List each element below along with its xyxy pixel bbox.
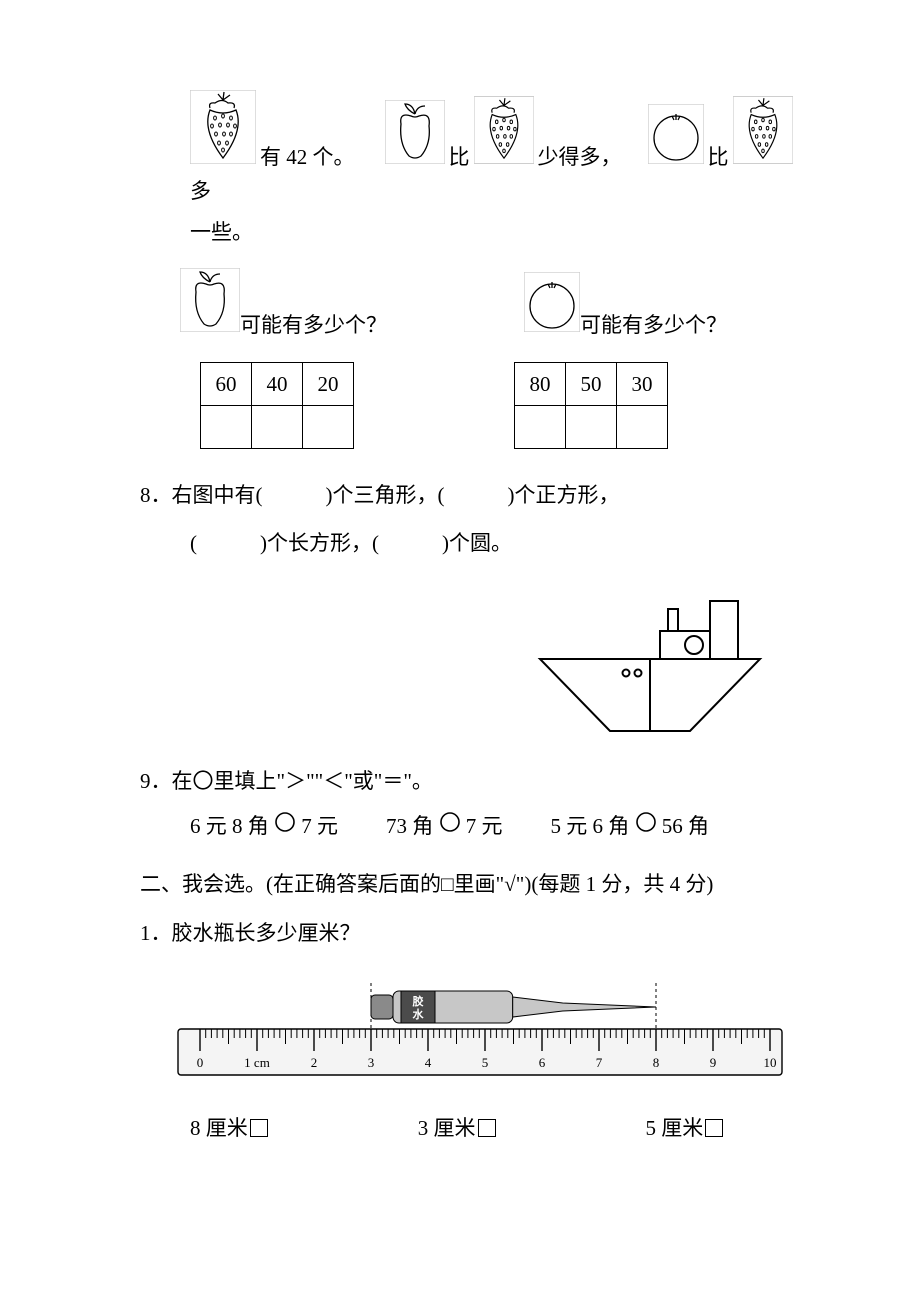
q7-line2: 一些。 bbox=[140, 216, 800, 250]
q9-title-row: 9．在〇里填上"＞""＜"或"＝"。 bbox=[140, 765, 800, 799]
table-cell: 50 bbox=[566, 363, 617, 406]
svg-text:水: 水 bbox=[413, 1007, 425, 1021]
svg-text:3: 3 bbox=[368, 1055, 375, 1070]
compare-blank[interactable] bbox=[439, 810, 461, 844]
choice-3: 5 厘米 bbox=[646, 1112, 724, 1146]
svg-text:10: 10 bbox=[764, 1055, 777, 1070]
svg-text:7: 7 bbox=[596, 1055, 603, 1070]
q7-tables: 60 40 20 80 50 30 bbox=[140, 356, 800, 449]
ruler-figure: 胶水 0 1 cm 2 3 4 5 6 7 8 9 10 bbox=[140, 969, 800, 1100]
svg-text:5: 5 bbox=[482, 1055, 489, 1070]
q9-item-3: 5 元 6 角 56 角 bbox=[551, 810, 710, 844]
choice-1-label: 8 厘米 bbox=[190, 1116, 248, 1140]
svg-text:8: 8 bbox=[653, 1055, 660, 1070]
apple-icon bbox=[180, 268, 240, 343]
q1-choices: 8 厘米 3 厘米 5 厘米 bbox=[140, 1112, 800, 1146]
answer-box[interactable] bbox=[566, 406, 617, 449]
choice-2: 3 厘米 bbox=[418, 1112, 496, 1146]
section-2-q1: 1．胶水瓶长多少厘米？ bbox=[140, 917, 800, 951]
q7-orange-question: 可能有多少个？ bbox=[580, 309, 727, 343]
q8-line1: 8．右图中有( )个三角形，( )个正方形， bbox=[140, 479, 800, 513]
svg-text:6: 6 bbox=[539, 1055, 546, 1070]
q9-number: 9． bbox=[140, 769, 172, 793]
svg-text:2: 2 bbox=[311, 1055, 318, 1070]
q9-item1-b: 7 元 bbox=[301, 814, 338, 838]
answer-box[interactable] bbox=[252, 406, 303, 449]
worksheet-page: 有 42 个。 比 bbox=[0, 0, 920, 1302]
q8-figure bbox=[140, 581, 800, 741]
q7-apple-question: 可能有多少个？ bbox=[240, 309, 387, 343]
orange-icon bbox=[524, 272, 580, 343]
answer-box[interactable] bbox=[250, 1119, 268, 1137]
q1-text: 胶水瓶长多少厘米？ bbox=[172, 921, 361, 945]
table-cell: 20 bbox=[303, 363, 354, 406]
q1-number: 1． bbox=[140, 921, 172, 945]
choice-2-label: 3 厘米 bbox=[418, 1116, 476, 1140]
q9-item2-b: 7 元 bbox=[466, 814, 503, 838]
compare-blank[interactable] bbox=[635, 810, 657, 844]
q9-item2-a: 73 角 bbox=[386, 814, 433, 838]
strawberry-icon bbox=[190, 90, 256, 175]
q9-item-1: 6 元 8 角 7 元 bbox=[190, 810, 338, 844]
boat-icon bbox=[520, 581, 780, 741]
q9-item3-b: 56 角 bbox=[662, 814, 709, 838]
answer-box[interactable] bbox=[201, 406, 252, 449]
orange-icon bbox=[648, 104, 704, 175]
section-2-heading: 二、我会选。(在正确答案后面的□里画"√")(每题 1 分，共 4 分) bbox=[140, 868, 800, 902]
table-cell: 60 bbox=[201, 363, 252, 406]
q9-item3-a: 5 元 6 角 bbox=[551, 814, 630, 838]
answer-box[interactable] bbox=[617, 406, 668, 449]
svg-text:胶: 胶 bbox=[413, 994, 424, 1008]
q8-text1: 右图中有( )个三角形，( )个正方形， bbox=[172, 483, 620, 507]
q7-question-row: 可能有多少个？ 可能有多少个？ bbox=[140, 268, 800, 343]
strawberry-icon bbox=[474, 96, 534, 175]
q7-text-2: 比 bbox=[449, 141, 470, 175]
q9: 9．在〇里填上"＞""＜"或"＝"。 6 元 8 角 7 元 73 角 7 元 … bbox=[140, 765, 800, 844]
choice-3-label: 5 厘米 bbox=[646, 1116, 704, 1140]
answer-box[interactable] bbox=[478, 1119, 496, 1137]
svg-text:0: 0 bbox=[197, 1055, 204, 1070]
q8-number: 8． bbox=[140, 483, 172, 507]
q7-table-apple: 60 40 20 bbox=[200, 362, 354, 449]
apple-icon bbox=[385, 100, 445, 175]
choice-1: 8 厘米 bbox=[190, 1112, 268, 1146]
answer-box[interactable] bbox=[303, 406, 354, 449]
svg-text:9: 9 bbox=[710, 1055, 717, 1070]
q7-text-3: 少得多， bbox=[538, 141, 622, 175]
q9-items: 6 元 8 角 7 元 73 角 7 元 5 元 6 角 56 角 bbox=[140, 810, 800, 844]
compare-blank[interactable] bbox=[274, 810, 296, 844]
ruler-icon: 胶水 0 1 cm 2 3 4 5 6 7 8 9 10 bbox=[170, 969, 790, 1089]
q9-item1-a: 6 元 8 角 bbox=[190, 814, 269, 838]
q7-text-1: 有 42 个。 bbox=[260, 141, 355, 175]
strawberry-icon bbox=[733, 96, 793, 175]
q7-text-5: 多 bbox=[190, 175, 211, 209]
table-cell: 80 bbox=[515, 363, 566, 406]
q9-item-2: 73 角 7 元 bbox=[386, 810, 503, 844]
q7-line1: 有 42 个。 比 bbox=[140, 90, 800, 208]
q9-title: 在〇里填上"＞""＜"或"＝"。 bbox=[172, 769, 433, 793]
answer-box[interactable] bbox=[705, 1119, 723, 1137]
svg-text:4: 4 bbox=[425, 1055, 432, 1070]
svg-text:1 cm: 1 cm bbox=[244, 1055, 270, 1070]
q7-text-4: 比 bbox=[708, 141, 729, 175]
table-cell: 40 bbox=[252, 363, 303, 406]
answer-box[interactable] bbox=[515, 406, 566, 449]
table-cell: 30 bbox=[617, 363, 668, 406]
q8: 8．右图中有( )个三角形，( )个正方形， ( )个长方形，( )个圆。 bbox=[140, 479, 800, 740]
q8-line2: ( )个长方形，( )个圆。 bbox=[140, 527, 800, 561]
q7-table-orange: 80 50 30 bbox=[514, 362, 668, 449]
